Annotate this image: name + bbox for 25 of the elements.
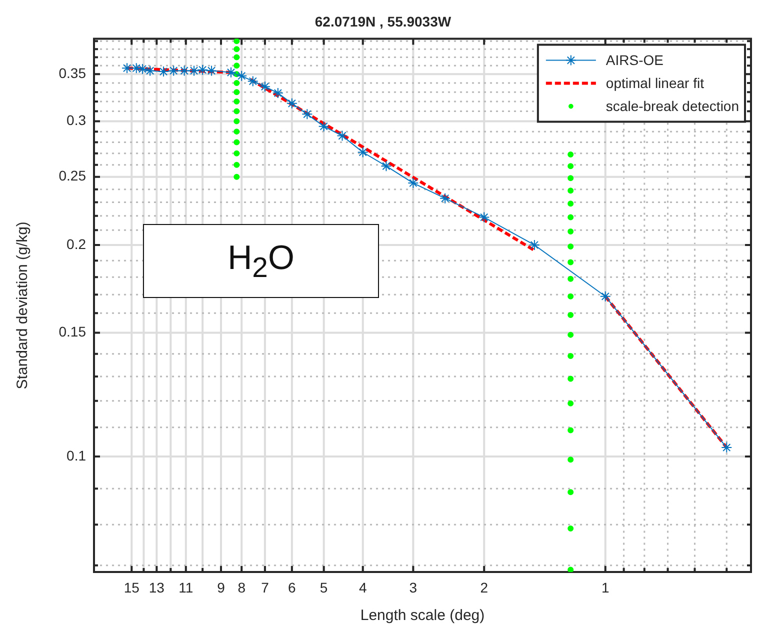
y-tick-label: 0.2 <box>66 236 86 252</box>
legend-label: optimal linear fit <box>606 75 704 92</box>
x-tick-label: 8 <box>238 579 246 596</box>
x-tick-label: 1 <box>601 579 610 596</box>
chart-title: 62.0719N , 55.9033W <box>314 13 452 30</box>
annotation: H$_{2}$O <box>226 238 296 286</box>
x-tick-label: 4 <box>358 579 367 596</box>
x-tick-label: 13 <box>148 579 165 596</box>
y-tick-label: 0.25 <box>58 168 86 184</box>
x-tick-label: 5 <box>320 579 328 596</box>
x-tick-label: 3 <box>409 579 418 596</box>
y-tick-label: 0.35 <box>58 65 86 82</box>
y-axis-title: Standard deviation (g/kg) <box>14 222 32 390</box>
x-tick-label: 6 <box>288 579 296 596</box>
x-tick-label: 9 <box>217 579 226 596</box>
x-axis-title: Length scale (deg) <box>360 607 485 624</box>
y-tick-label: 0.3 <box>66 112 86 128</box>
legend-label: scale-break detection <box>606 98 740 114</box>
legend-label: AIRS-OE <box>606 52 664 68</box>
x-tick-label: 2 <box>480 579 488 596</box>
y-tick-label: 0.1 <box>66 447 86 464</box>
x-tick-label: 15 <box>124 579 140 596</box>
x-tick-label: 11 <box>178 579 194 596</box>
x-tick-label: 7 <box>261 579 270 596</box>
y-tick-label: 0.15 <box>58 324 86 340</box>
